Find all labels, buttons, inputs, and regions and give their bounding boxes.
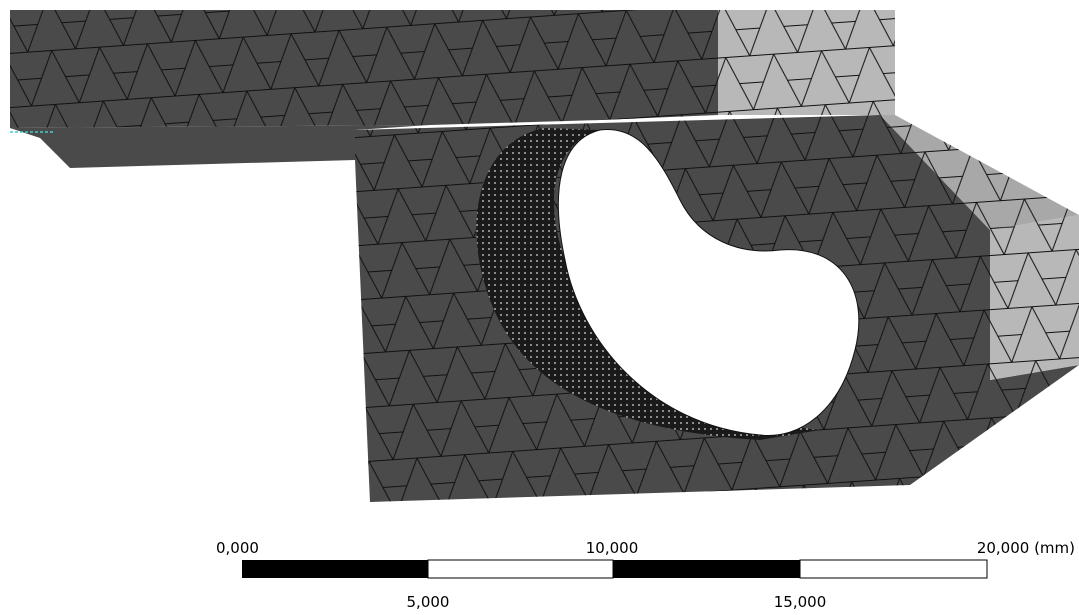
scale-label: 15,000 <box>774 593 827 611</box>
scale-segment <box>242 560 428 578</box>
scale-segment <box>800 560 987 578</box>
scale-bar: 0,000 10,000 20,000 (mm) 5,000 15,000 <box>216 539 1075 611</box>
scale-label: 10,000 <box>586 539 639 557</box>
viewport: 0,000 10,000 20,000 (mm) 5,000 15,000 <box>0 0 1079 615</box>
mesh-lines <box>990 215 1079 380</box>
mesh-model <box>10 10 1079 502</box>
scale-label: 0,000 <box>216 539 259 557</box>
mesh-lines <box>10 10 718 128</box>
mesh-lines <box>718 10 895 115</box>
scale-label: 20,000 (mm) <box>977 539 1075 557</box>
scale-label: 5,000 <box>407 593 450 611</box>
scale-segment <box>613 560 800 578</box>
page: 0,000 10,000 20,000 (mm) 5,000 15,000 ((… <box>0 0 1079 615</box>
scale-segment <box>428 560 613 578</box>
